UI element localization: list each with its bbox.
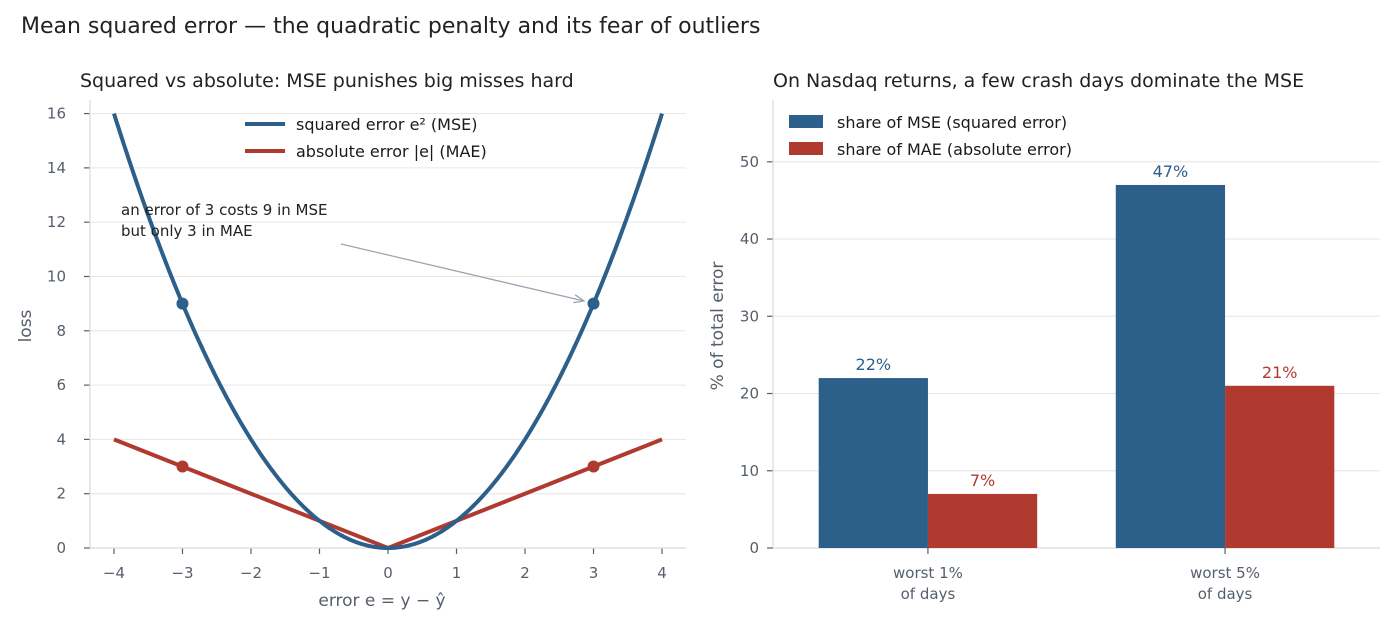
right-chart-title: On Nasdaq returns, a few crash days domi… bbox=[773, 70, 1304, 92]
left-x-tick-label: 3 bbox=[589, 564, 599, 582]
right-y-tick-label: 0 bbox=[749, 539, 759, 557]
left-y-tick-label: 10 bbox=[47, 267, 66, 285]
left-annotation: an error of 3 costs 9 in MSE but only 3 … bbox=[121, 201, 584, 301]
left-x-tick-label: −4 bbox=[103, 564, 125, 582]
left-gridlines bbox=[90, 113, 686, 495]
annotation-line-1: an error of 3 costs 9 in MSE bbox=[121, 201, 327, 219]
bar-share-mae bbox=[1225, 385, 1335, 548]
bar-share-mae bbox=[927, 493, 1038, 548]
mse-marker bbox=[176, 297, 189, 310]
right-y-axis-label: % of total error bbox=[708, 262, 728, 391]
mae-marker bbox=[587, 460, 600, 473]
bar-label-share-mae: 21% bbox=[1262, 363, 1298, 382]
left-x-ticks: −4 −3 −2 −1 0 1 2 3 4 bbox=[103, 548, 667, 582]
right-bars: 22% 7% 47% 21% bbox=[818, 162, 1335, 548]
right-y-tick-label: 40 bbox=[740, 230, 759, 248]
left-y-tick-label: 12 bbox=[47, 213, 66, 231]
left-x-tick-label: −2 bbox=[240, 564, 262, 582]
mae-marker bbox=[176, 460, 189, 473]
bar-label-share-mse: 22% bbox=[856, 355, 892, 374]
annotation-line-2: but only 3 in MAE bbox=[121, 222, 253, 240]
left-y-tick-label: 2 bbox=[56, 485, 66, 503]
left-series bbox=[112, 112, 664, 550]
mse-curve bbox=[112, 112, 664, 550]
left-y-tick-label: 16 bbox=[47, 105, 66, 123]
left-y-tick-label: 6 bbox=[56, 376, 66, 394]
mse-marker bbox=[587, 297, 600, 310]
left-y-tick-label: 4 bbox=[56, 430, 66, 448]
right-y-tick-label: 50 bbox=[740, 153, 759, 171]
left-y-axis-label: loss bbox=[16, 309, 36, 342]
right-x-tick-label: of days bbox=[1198, 585, 1253, 603]
left-x-tick-label: 2 bbox=[520, 564, 530, 582]
right-x-tick-label: of days bbox=[901, 585, 956, 603]
left-y-tick-label: 0 bbox=[56, 539, 66, 557]
left-y-tick-label: 8 bbox=[56, 322, 66, 340]
legend-swatch-share-mse bbox=[789, 115, 823, 128]
legend-label-mse: squared error e² (MSE) bbox=[296, 115, 477, 134]
left-legend: squared error e² (MSE) absolute error |e… bbox=[245, 115, 487, 161]
right-x-tick-label: worst 1% bbox=[893, 564, 963, 582]
legend-label-share-mse: share of MSE (squared error) bbox=[837, 113, 1067, 132]
bar-label-share-mse: 47% bbox=[1153, 162, 1189, 181]
right-y-tick-label: 20 bbox=[740, 385, 759, 403]
left-x-tick-label: 4 bbox=[657, 564, 667, 582]
right-y-ticks: 0 10 20 30 40 50 bbox=[740, 153, 773, 557]
legend-swatch-share-mae bbox=[789, 142, 823, 155]
bar-label-share-mae: 7% bbox=[970, 471, 995, 490]
bar-share-mse bbox=[1115, 184, 1226, 548]
figure-title: Mean squared error — the quadratic penal… bbox=[21, 14, 760, 39]
left-x-tick-label: −1 bbox=[308, 564, 330, 582]
loss-curve-chart: Squared vs absolute: MSE punishes big mi… bbox=[16, 70, 686, 611]
legend-label-share-mae: share of MAE (absolute error) bbox=[837, 140, 1072, 159]
annotation-arrow bbox=[340, 243, 584, 301]
right-y-tick-label: 30 bbox=[740, 307, 759, 325]
right-legend: share of MSE (squared error) share of MA… bbox=[789, 113, 1072, 159]
legend-label-mae: absolute error |e| (MAE) bbox=[296, 142, 487, 161]
left-y-ticks: 0 2 4 6 8 10 12 14 16 bbox=[47, 105, 90, 557]
bar-share-mse bbox=[818, 378, 928, 548]
left-x-tick-label: 1 bbox=[452, 564, 462, 582]
left-x-tick-label: 0 bbox=[383, 564, 393, 582]
right-x-ticks: worst 1% of days worst 5% of days bbox=[893, 548, 1260, 603]
right-x-tick-label: worst 5% bbox=[1190, 564, 1260, 582]
left-chart-title: Squared vs absolute: MSE punishes big mi… bbox=[80, 70, 574, 92]
right-y-tick-label: 10 bbox=[740, 462, 759, 480]
left-x-tick-label: −3 bbox=[171, 564, 193, 582]
error-share-bar-chart: On Nasdaq returns, a few crash days domi… bbox=[708, 70, 1380, 603]
left-y-tick-label: 14 bbox=[47, 159, 66, 177]
left-x-axis-label: error e = y − ŷ bbox=[318, 591, 445, 611]
